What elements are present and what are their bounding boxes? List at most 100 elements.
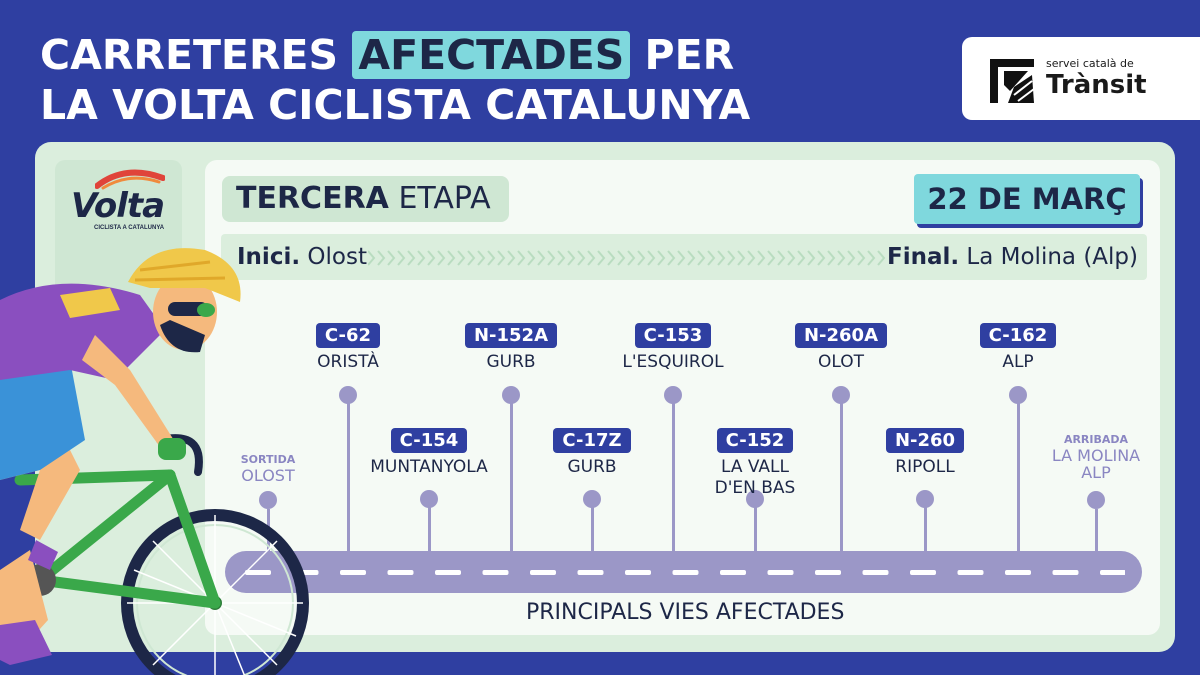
road-dash (530, 570, 556, 575)
chevron-arrows-icon (368, 250, 886, 266)
road-place: OLOT (751, 352, 931, 373)
road-place: L'ESQUIROL (583, 352, 763, 373)
road-place-line-1: ALP (1002, 352, 1034, 372)
logo-title: Trànsit (1046, 70, 1147, 100)
chevron (407, 250, 416, 266)
road-dash (340, 570, 366, 575)
chevron (397, 250, 406, 266)
chevron (677, 250, 686, 266)
chevron (787, 250, 796, 266)
road-code-badge: C-152 (695, 428, 815, 454)
stage-label: TERCERA ETAPA (222, 176, 509, 222)
finish-marker-label: ARRIBADA LA MOLINA ALP (1026, 433, 1166, 481)
chevron (707, 250, 716, 266)
chevron (657, 250, 666, 266)
stage-number: TERCERA (236, 181, 389, 216)
page-title: CARRETERES AFECTADES PER LA VOLTA CICLIS… (40, 30, 750, 130)
road-place-line-1: RIPOLL (895, 457, 955, 477)
chevron (567, 250, 576, 266)
chevron (437, 250, 446, 266)
start-dot (259, 491, 277, 509)
chevron (597, 250, 606, 266)
volta-logo-subtitle: CICLISTA A CATALUNYA (94, 225, 165, 231)
road-code-badge: C-62 (288, 323, 408, 349)
route-dot (664, 386, 682, 404)
finish-marker-big-1: LA MOLINA (1051, 446, 1141, 465)
chevron (647, 250, 656, 266)
route-stem (510, 395, 513, 552)
chevron (457, 250, 466, 266)
title-highlight: AFECTADES (352, 31, 631, 79)
chevron (637, 250, 646, 266)
road-place: MUNTANYOLA (339, 457, 519, 478)
chevron (757, 250, 766, 266)
chevron (697, 250, 706, 266)
finish-dot (1087, 491, 1105, 509)
cyclist-illustration (0, 248, 309, 675)
road-place-line-1: ORISTÀ (317, 352, 379, 372)
transit-logo-icon (990, 59, 1035, 103)
stage-word: ETAPA (398, 181, 491, 216)
start-label: Inici. (237, 244, 301, 270)
road-code-badge: N-260 (865, 428, 985, 454)
road-code-badge: C-17Z (532, 428, 652, 454)
road-code-badge: N-152A (451, 323, 571, 349)
route-stem (754, 499, 757, 552)
route-dot (502, 386, 520, 404)
road-dash (435, 570, 461, 575)
road-place-line-1: OLOT (817, 352, 864, 372)
chevron (797, 250, 806, 266)
road-dashes (245, 570, 1125, 575)
title-word-per: PER (644, 31, 735, 79)
road-dash (577, 570, 604, 575)
chevron (627, 250, 636, 266)
road-dash (1052, 570, 1079, 575)
road-code: C-17Z (553, 428, 631, 453)
road-dash (387, 570, 414, 575)
chevron (607, 250, 616, 266)
chevron (617, 250, 626, 266)
route-stem (840, 395, 843, 552)
chevron (667, 250, 676, 266)
chevron (477, 250, 486, 266)
road-code: C-62 (315, 323, 381, 348)
road-code: C-154 (390, 428, 468, 453)
finish-info: Final. La Molina (Alp) (887, 244, 1138, 270)
finish-marker-small: ARRIBADA (1063, 433, 1129, 446)
road-caption: PRINCIPALS VIES AFECTADES (526, 600, 845, 625)
road-dash (957, 570, 984, 575)
road-dash (1005, 570, 1031, 575)
road-code: N-260 (885, 428, 965, 453)
title-line-2: LA VOLTA CICLISTA CATALUNYA (40, 81, 751, 129)
chevron (487, 250, 496, 266)
route-stem (428, 499, 431, 552)
chevron (577, 250, 586, 266)
road-place: GURB (421, 352, 601, 373)
chevron (867, 250, 876, 266)
chevron (467, 250, 476, 266)
road-code: C-153 (634, 323, 712, 348)
road-place-line-1: GURB (486, 352, 536, 372)
start-marker-label: SORTIDA OLOST (208, 453, 328, 484)
route-dot (832, 386, 850, 404)
road-dash (482, 570, 509, 575)
transit-logo: servei català de Trànsit (962, 37, 1200, 120)
chevron (827, 250, 836, 266)
chevron (777, 250, 786, 266)
route-dot (1009, 386, 1027, 404)
finish-place: La Molina (Alp) (966, 244, 1138, 270)
start-marker-small: SORTIDA (240, 453, 296, 466)
road-dash (767, 570, 794, 575)
chevron (587, 250, 596, 266)
route-stem (924, 499, 927, 552)
chevron (767, 250, 776, 266)
road-dash (672, 570, 699, 575)
road-code-badge: C-154 (369, 428, 489, 454)
route-dot (420, 490, 438, 508)
chevron (517, 250, 526, 266)
road-code: C-162 (979, 323, 1057, 348)
chevron (447, 250, 456, 266)
road-place-line-1: L'ESQUIROL (622, 352, 724, 372)
route-dot (339, 386, 357, 404)
chevron (737, 250, 746, 266)
